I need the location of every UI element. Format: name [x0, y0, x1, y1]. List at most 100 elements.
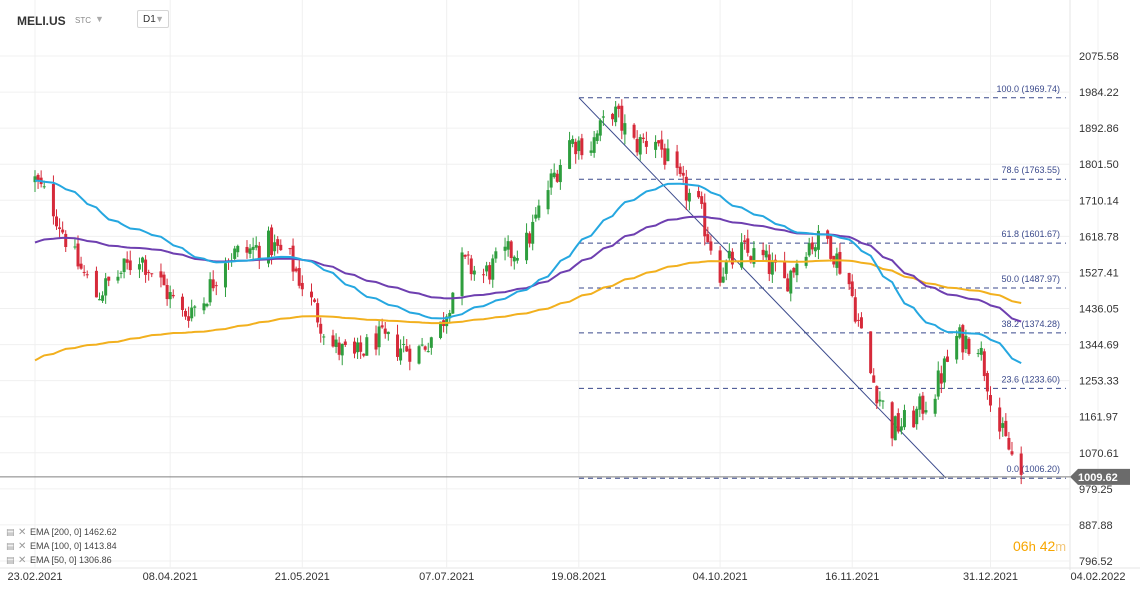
candle-down: [988, 395, 992, 406]
candle-up: [273, 242, 277, 252]
y-tick-label: 979.25: [1079, 484, 1113, 496]
candle-down: [423, 346, 427, 350]
candle-down: [310, 291, 314, 298]
candle-up: [881, 400, 885, 402]
exchange-label[interactable]: STC: [75, 16, 91, 25]
close-icon[interactable]: ✕: [18, 540, 27, 552]
timer-hours: 06: [1013, 538, 1029, 554]
candle-down: [644, 140, 648, 147]
candle-down: [681, 172, 685, 176]
candle-down: [159, 271, 163, 278]
candle-up: [552, 172, 556, 178]
candle-down: [528, 233, 532, 244]
candle-down: [1010, 451, 1014, 455]
candle-up: [377, 326, 381, 348]
candle-down: [985, 373, 989, 392]
candle-down: [678, 166, 682, 174]
candle-down: [743, 240, 747, 243]
candle-up: [598, 120, 602, 136]
fib-level-label: 23.6 (1233.60): [1001, 374, 1060, 384]
candle-up: [558, 164, 562, 183]
candle-down: [482, 274, 486, 276]
x-tick-label: 23.02.2021: [7, 571, 62, 583]
candle-down: [279, 244, 283, 251]
candle-up: [654, 141, 658, 150]
settings-icon[interactable]: ▤: [6, 554, 15, 565]
price-axis: 2075.58 1984.22 1892.86 1801.50 1710.14 1618.…: [1079, 51, 1119, 568]
y-tick-label: 887.88: [1079, 520, 1113, 532]
candle-down: [383, 328, 387, 334]
candle-up: [571, 138, 575, 144]
close-icon[interactable]: ✕: [18, 554, 27, 566]
symbol-label[interactable]: MELI.US: [17, 14, 66, 28]
candle-down: [921, 395, 925, 414]
candle-down: [58, 227, 62, 229]
candle-up: [976, 353, 980, 355]
candle-down: [396, 334, 400, 357]
ema50-line: [34, 179, 1022, 364]
candle-down: [36, 174, 40, 181]
candle-up: [429, 337, 433, 348]
y-tick-label: 1161.97: [1079, 412, 1118, 424]
fib-level-label: 50.0 (1487.97): [1001, 274, 1060, 284]
candle-down: [214, 285, 218, 287]
candle-up: [451, 292, 455, 314]
candle-down: [641, 137, 645, 140]
candle-up: [534, 214, 538, 219]
settings-icon[interactable]: ▤: [6, 540, 15, 551]
candle-down: [706, 234, 710, 243]
timeframe-select[interactable]: D1 ▼: [137, 10, 169, 28]
candle-down: [749, 256, 753, 263]
candle-up: [190, 307, 194, 319]
x-tick-label: 31.12.2021: [963, 571, 1018, 583]
x-tick-label: 07.07.2021: [419, 571, 474, 583]
candle-up: [485, 265, 489, 272]
chevron-down-icon[interactable]: ▼: [95, 14, 104, 24]
candle-up: [568, 140, 572, 169]
candle-down: [869, 331, 873, 374]
candle-down: [574, 141, 578, 155]
fib-level-label: 38.2 (1374.28): [1001, 319, 1060, 329]
candle-down: [51, 184, 55, 217]
y-tick-label: 796.52: [1079, 556, 1113, 568]
candle-up: [472, 270, 476, 275]
candle-up: [356, 342, 360, 353]
candle-up: [439, 321, 443, 338]
candle-down: [469, 258, 473, 275]
fibonacci-retracement: 100.0 (1969.74) 78.6 (1763.55) 61.8 (1601.…: [578, 84, 1066, 479]
candle-down: [147, 272, 151, 274]
candle-up: [205, 303, 209, 307]
candle-up: [979, 347, 983, 355]
candle-down: [171, 294, 175, 297]
candle-down: [150, 273, 154, 275]
candle-down: [509, 241, 513, 258]
candle-down: [856, 319, 860, 321]
candle-up: [365, 337, 369, 356]
candle-up: [589, 150, 593, 153]
ema-lines: [34, 179, 1022, 364]
close-icon[interactable]: ✕: [18, 526, 27, 538]
candle-down: [620, 105, 624, 131]
candle-down: [580, 138, 584, 156]
candle-down: [939, 373, 943, 384]
candle-up: [687, 192, 691, 202]
timer-hours-unit: h: [1028, 539, 1036, 554]
candle-down: [896, 413, 900, 432]
candle-down: [245, 246, 249, 253]
y-tick-label: 1344.69: [1079, 340, 1119, 352]
candle-down: [684, 176, 688, 201]
candle-up: [168, 292, 172, 300]
candle-down: [55, 216, 59, 227]
candle-up: [955, 335, 959, 360]
candle-down: [128, 260, 132, 271]
candle-up: [936, 370, 940, 397]
settings-icon[interactable]: ▤: [6, 526, 15, 537]
legend-item-ema50: ▤ ✕ EMA [50, 0] 1306.86: [6, 553, 117, 567]
candle-down: [107, 276, 111, 281]
candle-up: [770, 261, 774, 275]
candle-up: [924, 410, 928, 413]
candle-down: [319, 323, 323, 334]
candle-up: [116, 276, 120, 281]
fib-level-label: 61.8 (1601.67): [1001, 229, 1060, 239]
